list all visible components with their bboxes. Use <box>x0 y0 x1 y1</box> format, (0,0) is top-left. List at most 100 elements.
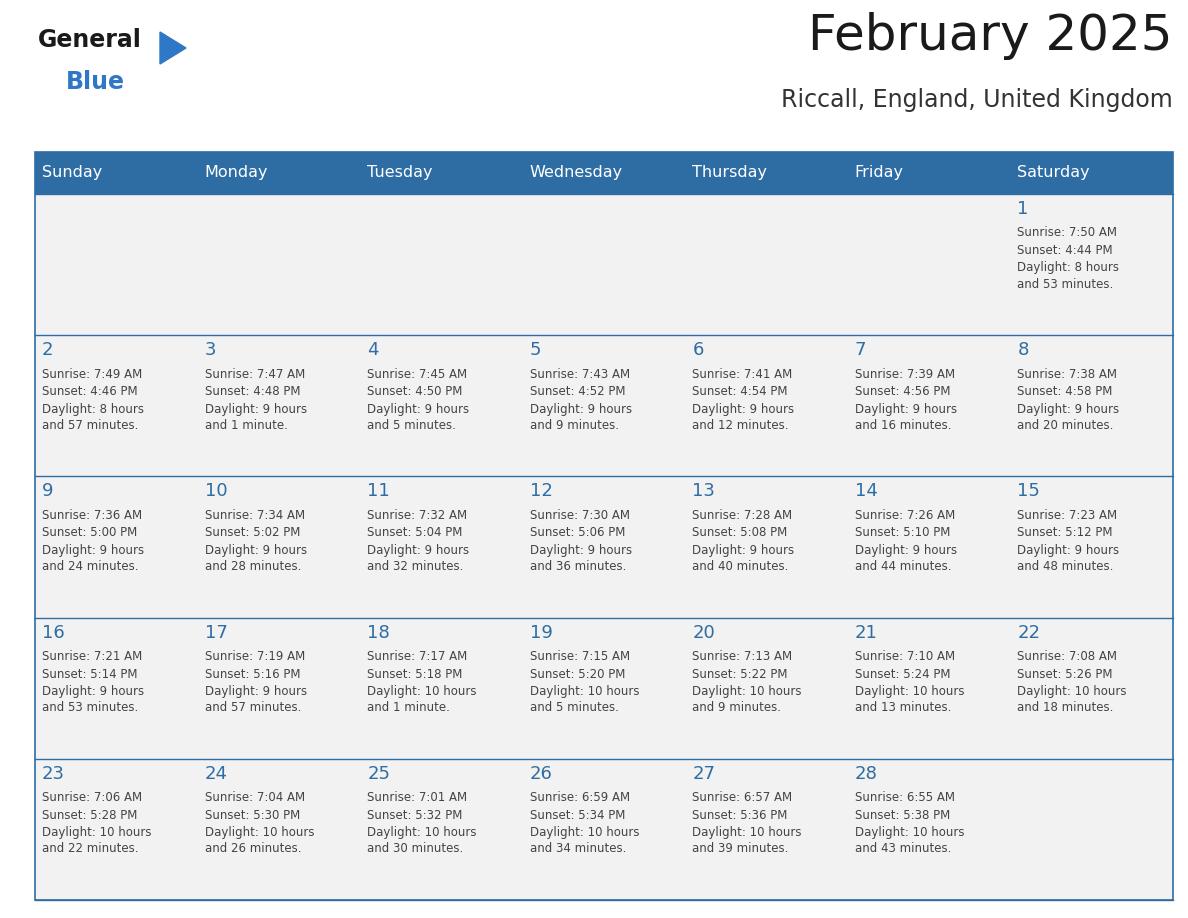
Bar <box>360 476 523 618</box>
Text: Daylight: 9 hours
and 32 minutes.: Daylight: 9 hours and 32 minutes. <box>367 543 469 573</box>
Text: 23: 23 <box>42 765 65 783</box>
Text: Sunset: 4:56 PM: Sunset: 4:56 PM <box>855 386 950 398</box>
Bar <box>685 335 848 476</box>
Text: Sunrise: 7:04 AM: Sunrise: 7:04 AM <box>204 791 304 804</box>
Text: 15: 15 <box>1017 482 1041 500</box>
Text: Sunset: 5:20 PM: Sunset: 5:20 PM <box>530 667 625 680</box>
Text: Sunrise: 7:32 AM: Sunrise: 7:32 AM <box>367 509 467 522</box>
Text: Sunrise: 7:08 AM: Sunrise: 7:08 AM <box>1017 650 1118 663</box>
Text: 19: 19 <box>530 623 552 642</box>
Bar <box>1011 476 1173 618</box>
Text: Sunrise: 7:26 AM: Sunrise: 7:26 AM <box>855 509 955 522</box>
Bar <box>360 759 523 900</box>
Text: Daylight: 10 hours
and 43 minutes.: Daylight: 10 hours and 43 minutes. <box>855 826 965 856</box>
Text: Sunrise: 7:38 AM: Sunrise: 7:38 AM <box>1017 368 1118 381</box>
Bar <box>360 152 523 194</box>
Bar <box>523 476 685 618</box>
Text: Monday: Monday <box>204 165 268 181</box>
Bar <box>360 618 523 759</box>
Text: Sunrise: 6:59 AM: Sunrise: 6:59 AM <box>530 791 630 804</box>
Text: Tuesday: Tuesday <box>367 165 432 181</box>
Text: Daylight: 9 hours
and 12 minutes.: Daylight: 9 hours and 12 minutes. <box>693 403 795 431</box>
Text: Daylight: 9 hours
and 40 minutes.: Daylight: 9 hours and 40 minutes. <box>693 543 795 573</box>
Bar <box>1011 194 1173 335</box>
Bar <box>360 335 523 476</box>
Text: Sunset: 5:02 PM: Sunset: 5:02 PM <box>204 526 299 540</box>
Text: Daylight: 9 hours
and 36 minutes.: Daylight: 9 hours and 36 minutes. <box>530 543 632 573</box>
Text: Sunset: 5:18 PM: Sunset: 5:18 PM <box>367 667 462 680</box>
Text: Sunrise: 6:57 AM: Sunrise: 6:57 AM <box>693 791 792 804</box>
Bar <box>34 476 197 618</box>
Text: Sunset: 4:48 PM: Sunset: 4:48 PM <box>204 386 301 398</box>
Text: Daylight: 9 hours
and 48 minutes.: Daylight: 9 hours and 48 minutes. <box>1017 543 1119 573</box>
Text: 26: 26 <box>530 765 552 783</box>
Polygon shape <box>160 32 187 64</box>
Text: 24: 24 <box>204 765 228 783</box>
Text: Riccall, England, United Kingdom: Riccall, England, United Kingdom <box>782 88 1173 112</box>
Text: Sunset: 5:00 PM: Sunset: 5:00 PM <box>42 526 138 540</box>
Text: 20: 20 <box>693 623 715 642</box>
Text: Sunrise: 7:19 AM: Sunrise: 7:19 AM <box>204 650 305 663</box>
Bar <box>197 194 360 335</box>
Bar <box>848 618 1011 759</box>
Text: 1: 1 <box>1017 200 1029 218</box>
Text: Sunset: 5:08 PM: Sunset: 5:08 PM <box>693 526 788 540</box>
Text: Sunrise: 7:06 AM: Sunrise: 7:06 AM <box>42 791 143 804</box>
Text: Daylight: 9 hours
and 20 minutes.: Daylight: 9 hours and 20 minutes. <box>1017 403 1119 431</box>
Bar <box>685 759 848 900</box>
Bar <box>523 335 685 476</box>
Bar <box>685 476 848 618</box>
Text: Sunset: 5:04 PM: Sunset: 5:04 PM <box>367 526 462 540</box>
Text: Sunrise: 7:45 AM: Sunrise: 7:45 AM <box>367 368 467 381</box>
Bar <box>360 194 523 335</box>
Text: Daylight: 9 hours
and 44 minutes.: Daylight: 9 hours and 44 minutes. <box>855 543 958 573</box>
Text: Daylight: 9 hours
and 57 minutes.: Daylight: 9 hours and 57 minutes. <box>204 685 307 714</box>
Text: Sunrise: 7:47 AM: Sunrise: 7:47 AM <box>204 368 305 381</box>
Bar <box>197 152 360 194</box>
Text: 4: 4 <box>367 341 379 359</box>
Bar <box>34 152 197 194</box>
Bar <box>848 476 1011 618</box>
Bar <box>685 152 848 194</box>
Text: Daylight: 9 hours
and 53 minutes.: Daylight: 9 hours and 53 minutes. <box>42 685 144 714</box>
Text: 12: 12 <box>530 482 552 500</box>
Text: Daylight: 9 hours
and 5 minutes.: Daylight: 9 hours and 5 minutes. <box>367 403 469 431</box>
Text: Sunset: 5:14 PM: Sunset: 5:14 PM <box>42 667 138 680</box>
Text: 6: 6 <box>693 341 703 359</box>
Text: Sunrise: 7:13 AM: Sunrise: 7:13 AM <box>693 650 792 663</box>
Text: Daylight: 8 hours
and 57 minutes.: Daylight: 8 hours and 57 minutes. <box>42 403 144 431</box>
Bar <box>1011 618 1173 759</box>
Bar <box>523 152 685 194</box>
Text: 13: 13 <box>693 482 715 500</box>
Text: Sunrise: 7:17 AM: Sunrise: 7:17 AM <box>367 650 467 663</box>
Bar <box>523 759 685 900</box>
Text: Sunset: 5:28 PM: Sunset: 5:28 PM <box>42 809 138 822</box>
Bar <box>848 194 1011 335</box>
Text: Daylight: 10 hours
and 26 minutes.: Daylight: 10 hours and 26 minutes. <box>204 826 314 856</box>
Bar <box>685 194 848 335</box>
Text: Sunset: 5:34 PM: Sunset: 5:34 PM <box>530 809 625 822</box>
Bar <box>848 152 1011 194</box>
Bar <box>1011 152 1173 194</box>
Text: Sunset: 5:26 PM: Sunset: 5:26 PM <box>1017 667 1113 680</box>
Text: Sunrise: 7:28 AM: Sunrise: 7:28 AM <box>693 509 792 522</box>
Text: Sunrise: 7:49 AM: Sunrise: 7:49 AM <box>42 368 143 381</box>
Text: Sunrise: 7:23 AM: Sunrise: 7:23 AM <box>1017 509 1118 522</box>
Bar <box>197 759 360 900</box>
Text: Sunrise: 7:34 AM: Sunrise: 7:34 AM <box>204 509 304 522</box>
Bar <box>34 618 197 759</box>
Text: 28: 28 <box>855 765 878 783</box>
Text: 18: 18 <box>367 623 390 642</box>
Text: 11: 11 <box>367 482 390 500</box>
Text: Sunset: 4:44 PM: Sunset: 4:44 PM <box>1017 244 1113 257</box>
Text: Daylight: 10 hours
and 9 minutes.: Daylight: 10 hours and 9 minutes. <box>693 685 802 714</box>
Text: Sunset: 5:30 PM: Sunset: 5:30 PM <box>204 809 299 822</box>
Text: 25: 25 <box>367 765 390 783</box>
Text: Sunset: 4:46 PM: Sunset: 4:46 PM <box>42 386 138 398</box>
Text: Sunset: 5:22 PM: Sunset: 5:22 PM <box>693 667 788 680</box>
Text: Sunset: 4:58 PM: Sunset: 4:58 PM <box>1017 386 1113 398</box>
Text: 17: 17 <box>204 623 227 642</box>
Text: 22: 22 <box>1017 623 1041 642</box>
Text: Daylight: 10 hours
and 13 minutes.: Daylight: 10 hours and 13 minutes. <box>855 685 965 714</box>
Text: Sunrise: 7:41 AM: Sunrise: 7:41 AM <box>693 368 792 381</box>
